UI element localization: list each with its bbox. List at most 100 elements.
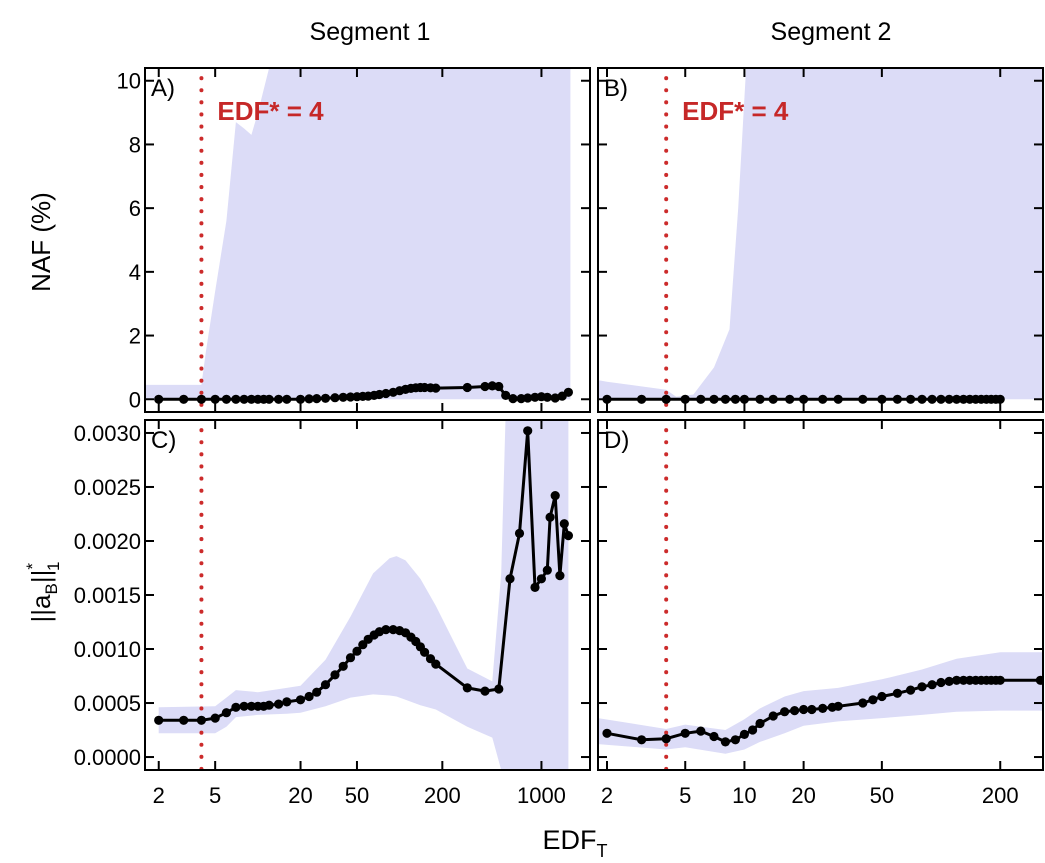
data-point-A bbox=[239, 394, 249, 404]
data-point-B bbox=[958, 394, 969, 404]
data-point-B bbox=[680, 394, 690, 404]
column-title-segment-2: Segment 2 bbox=[771, 18, 892, 46]
data-point-C bbox=[542, 565, 552, 575]
data-point-C bbox=[179, 715, 189, 725]
data-point-A bbox=[550, 393, 560, 403]
data-point-D bbox=[780, 707, 790, 717]
data-point-A bbox=[431, 383, 441, 393]
data-point-D bbox=[748, 725, 758, 735]
data-point-D bbox=[755, 718, 765, 729]
data-point-A bbox=[338, 392, 348, 402]
y-tick-label-C: 0.0015 bbox=[74, 583, 141, 608]
data-point-A bbox=[196, 394, 206, 404]
data-point-A bbox=[312, 394, 322, 404]
data-point-A bbox=[542, 392, 552, 402]
data-point-A bbox=[523, 393, 533, 403]
data-point-D bbox=[958, 675, 969, 685]
data-point-B bbox=[906, 394, 916, 404]
annotation-edf-star-A: EDF* = 4 bbox=[217, 96, 324, 126]
x-tick-label-D: 50 bbox=[870, 783, 894, 808]
data-point-C bbox=[196, 715, 206, 725]
data-point-D bbox=[680, 728, 690, 738]
data-point-B bbox=[833, 394, 843, 404]
data-point-C bbox=[559, 519, 569, 529]
data-point-C bbox=[231, 702, 241, 712]
data-point-B bbox=[944, 394, 954, 404]
data-point-C bbox=[431, 659, 441, 669]
x-tick-label-D: 5 bbox=[679, 783, 691, 808]
x-tick-label-C: 50 bbox=[345, 783, 369, 808]
y-tick-label-A: 8 bbox=[129, 132, 141, 157]
panel-A: 0 2 4 6 8 10 A) EDF* = 4 bbox=[117, 67, 591, 413]
data-point-C bbox=[563, 531, 574, 541]
data-point-D bbox=[877, 691, 887, 702]
data-point-D bbox=[696, 726, 706, 736]
data-point-A bbox=[345, 392, 356, 402]
data-point-B bbox=[927, 394, 937, 404]
data-point-A bbox=[274, 394, 284, 404]
y-tick-label-C: 0.0010 bbox=[74, 637, 141, 662]
data-point-B bbox=[709, 394, 719, 404]
data-point-C bbox=[530, 582, 540, 593]
data-point-D bbox=[833, 701, 843, 711]
data-point-C bbox=[274, 699, 284, 709]
xlabel-main: EDF bbox=[543, 825, 597, 855]
data-point-C bbox=[264, 700, 274, 710]
data-point-C bbox=[545, 512, 555, 522]
data-point-C bbox=[282, 697, 292, 707]
y-tick-label-A: 2 bbox=[129, 324, 141, 349]
data-point-D bbox=[892, 688, 903, 698]
data-point-D bbox=[818, 703, 828, 714]
data-point-C bbox=[320, 680, 331, 690]
y-tick-label-C: 0.0025 bbox=[74, 475, 141, 500]
panel-label-C: C) bbox=[151, 427, 176, 454]
x-tick-label-D: 10 bbox=[732, 783, 756, 808]
band-C bbox=[158, 420, 569, 770]
data-point-C bbox=[480, 686, 490, 696]
data-point-A bbox=[295, 394, 306, 404]
data-point-D bbox=[799, 704, 809, 715]
frame-B bbox=[597, 67, 1044, 413]
data-point-B bbox=[995, 394, 1005, 404]
data-point-D bbox=[709, 731, 719, 742]
x-tick-label-D: 2 bbox=[601, 783, 613, 808]
data-point-D bbox=[927, 680, 937, 690]
y-tick-label-C: 0.0005 bbox=[74, 691, 141, 716]
data-point-B bbox=[818, 394, 828, 404]
panel-D: 2 5 10 20 50 200 D) bbox=[597, 419, 1044, 808]
data-point-A bbox=[381, 388, 391, 399]
ylabel-norm-sub2: 1 bbox=[44, 562, 63, 571]
data-point-C bbox=[381, 625, 391, 635]
column-title-segment-1: Segment 1 bbox=[310, 18, 431, 46]
data-point-A bbox=[246, 394, 256, 404]
data-point-D bbox=[807, 704, 817, 715]
data-point-A bbox=[501, 390, 511, 400]
annotation-edf-star-B: EDF* = 4 bbox=[682, 96, 789, 126]
data-point-C bbox=[536, 574, 547, 584]
data-point-D bbox=[720, 737, 731, 747]
frame-A bbox=[144, 67, 591, 413]
data-point-C bbox=[312, 687, 322, 697]
data-point-C bbox=[221, 708, 231, 718]
data-point-A bbox=[282, 394, 292, 404]
data-point-C bbox=[154, 715, 164, 725]
y-tick-label-A: 10 bbox=[117, 69, 141, 94]
data-point-B bbox=[768, 394, 778, 404]
data-point-D bbox=[906, 685, 916, 695]
data-point-D bbox=[730, 735, 741, 745]
ylabel-naf: NAF (%) bbox=[26, 192, 56, 292]
xlabel-sub: T bbox=[597, 841, 608, 861]
panel-C: 0.0000 0.0005 0.0010 0.0015 0.0020 0.0025 0.00… bbox=[74, 419, 591, 808]
data-point-A bbox=[330, 393, 340, 403]
data-point-D bbox=[868, 695, 878, 705]
data-point-B bbox=[730, 394, 741, 404]
data-point-C bbox=[295, 695, 306, 705]
x-tick-label-C: 5 bbox=[209, 783, 221, 808]
data-point-A bbox=[264, 394, 274, 404]
data-point-A bbox=[563, 387, 574, 397]
panel-label-D: D) bbox=[604, 427, 629, 454]
band-D bbox=[598, 652, 1043, 754]
data-point-C bbox=[550, 491, 560, 501]
data-point-D bbox=[661, 734, 671, 744]
